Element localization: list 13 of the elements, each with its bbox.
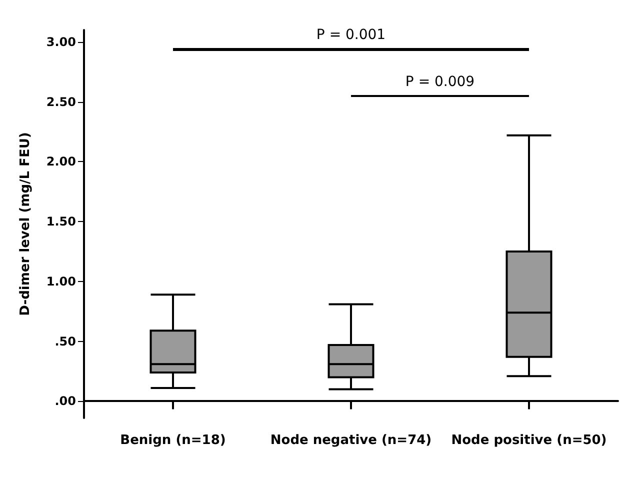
y-tick-label: 1.00: [46, 274, 76, 288]
x-tick-label: Benign (n=18): [120, 433, 226, 448]
annotation: P = 0.009: [405, 74, 475, 90]
y-axis-title: D-dimer level (mg/L FEU): [18, 132, 33, 316]
x-tick-label: Node positive (n=50): [451, 433, 607, 448]
y-tick-label: 2.50: [46, 94, 76, 109]
y-tick-label: .50: [54, 334, 76, 348]
annotation: P = 0.001: [316, 27, 386, 43]
y-tick-label: .00: [54, 394, 76, 408]
x-tick-label: Node negative (n=74): [270, 433, 432, 448]
y-tick-label: 1.50: [46, 214, 76, 229]
y-tick-label: 2.00: [46, 154, 76, 169]
y-tick-label: 3.00: [46, 34, 76, 49]
